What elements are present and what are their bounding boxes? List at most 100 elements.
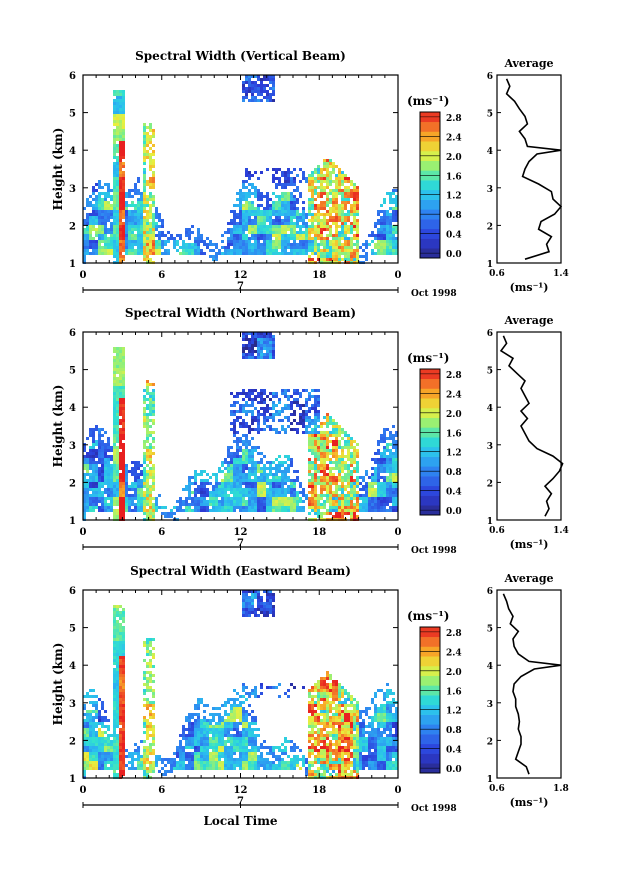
heatmap-cell — [338, 231, 341, 234]
heatmap-cell — [83, 749, 86, 752]
heatmap-cell — [350, 258, 353, 261]
heatmap-cell — [113, 764, 116, 767]
heatmap-cell — [383, 210, 386, 213]
heatmap-cell — [320, 446, 323, 449]
heatmap-cell — [104, 500, 107, 503]
heatmap-cell — [329, 213, 332, 216]
heatmap-cell — [356, 500, 359, 503]
heatmap-cell — [332, 237, 335, 240]
heatmap-cell — [266, 419, 269, 422]
heatmap-cell — [329, 249, 332, 252]
heatmap-cell — [236, 473, 239, 476]
heatmap-cell — [278, 201, 281, 204]
heatmap-cell — [284, 237, 287, 240]
heatmap-cell — [344, 485, 347, 488]
heatmap-cell — [290, 234, 293, 237]
heatmap-cell — [92, 434, 95, 437]
heatmap-cell — [143, 455, 146, 458]
heatmap-cell — [86, 752, 89, 755]
heatmap-cell — [254, 482, 257, 485]
heatmap-cell — [86, 716, 89, 719]
heatmap-cell — [341, 225, 344, 228]
heatmap-cell — [263, 503, 266, 506]
heatmap-cell — [230, 446, 233, 449]
heatmap-cell — [296, 201, 299, 204]
heatmap-cell — [338, 207, 341, 210]
heatmap-cell — [113, 132, 116, 135]
heatmap-cell — [329, 494, 332, 497]
heatmap-cell — [263, 240, 266, 243]
heatmap-cell — [113, 141, 116, 144]
heatmap-cell — [86, 470, 89, 473]
heatmap-cell — [245, 198, 248, 201]
heatmap-cell — [338, 515, 341, 518]
heatmap-cell — [185, 485, 188, 488]
heatmap-cell — [248, 392, 251, 395]
heatmap-cell — [329, 422, 332, 425]
heatmap-cell — [116, 404, 119, 407]
heatmap-cell — [92, 443, 95, 446]
heatmap-cell — [317, 225, 320, 228]
heatmap-cell — [86, 509, 89, 512]
heatmap-cell — [266, 84, 269, 87]
heatmap-cell — [119, 93, 122, 96]
heatmap-cell — [251, 485, 254, 488]
heatmap-cell — [113, 629, 116, 632]
heatmap-cell — [95, 758, 98, 761]
heatmap-cell — [317, 222, 320, 225]
heatmap-cell — [86, 458, 89, 461]
heatmap-cell — [116, 497, 119, 500]
heatmap-cell — [119, 171, 122, 174]
heatmap-cell — [317, 210, 320, 213]
heatmap-cell — [113, 761, 116, 764]
heatmap-cell — [89, 228, 92, 231]
heatmap-cell — [323, 174, 326, 177]
heatmap-cell — [113, 99, 116, 102]
heatmap-cell — [140, 240, 143, 243]
heatmap-cell — [89, 240, 92, 243]
heatmap-cell — [185, 506, 188, 509]
heatmap-cell — [167, 249, 170, 252]
heatmap-cell — [113, 410, 116, 413]
heatmap-cell — [347, 213, 350, 216]
heatmap-cell — [113, 186, 116, 189]
heatmap-cell — [188, 509, 191, 512]
heatmap-cell — [380, 485, 383, 488]
heatmap-cell — [191, 249, 194, 252]
heatmap-cell — [149, 452, 152, 455]
heatmap-cell — [290, 222, 293, 225]
heatmap-cell — [236, 240, 239, 243]
heatmap-cell — [326, 479, 329, 482]
heatmap-cell — [131, 467, 134, 470]
heatmap-cell — [257, 488, 260, 491]
heatmap-cell — [320, 177, 323, 180]
heatmap-cell — [344, 440, 347, 443]
heatmap-cell — [146, 219, 149, 222]
heatmap-cell — [389, 237, 392, 240]
heatmap-cell — [116, 159, 119, 162]
heatmap-cell — [395, 243, 398, 246]
heatmap-cell — [272, 416, 275, 419]
heatmap-cell — [152, 452, 155, 455]
heatmap-cell — [230, 252, 233, 255]
heatmap-cell — [251, 338, 254, 341]
heatmap-cell — [386, 437, 389, 440]
heatmap-cell — [263, 389, 266, 392]
heatmap-cell — [254, 467, 257, 470]
heatmap-cell — [260, 392, 263, 395]
heatmap-cell — [182, 252, 185, 255]
heatmap-cell — [110, 216, 113, 219]
heatmap-cell — [104, 246, 107, 249]
heatmap-cell — [254, 479, 257, 482]
heatmap-cell — [134, 506, 137, 509]
heatmap-cell — [107, 758, 110, 761]
heatmap-cell — [296, 249, 299, 252]
heatmap-cell — [344, 503, 347, 506]
heatmap-cell — [122, 452, 125, 455]
heatmap-cell — [239, 240, 242, 243]
heatmap-cell — [104, 464, 107, 467]
heatmap-cell — [83, 473, 86, 476]
heatmap-cell — [116, 174, 119, 177]
heatmap-cell — [257, 90, 260, 93]
heatmap-cell — [122, 102, 125, 105]
